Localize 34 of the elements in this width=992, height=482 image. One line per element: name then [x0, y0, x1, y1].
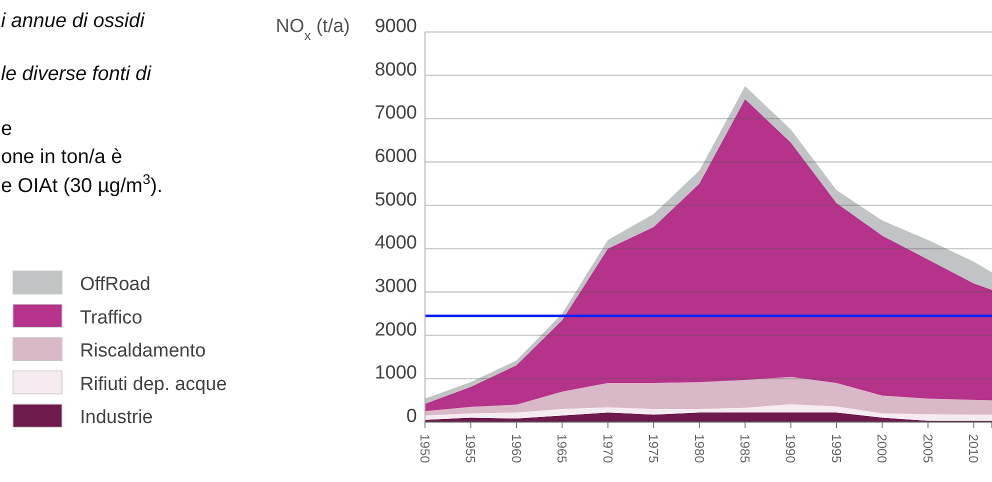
x-tick-label: 2000	[874, 434, 890, 463]
y-tick-label: 5000	[374, 189, 417, 210]
text: one in ton/a è	[1, 146, 122, 168]
y-tick-label: 2000	[374, 319, 417, 340]
legend-label: Traffico	[80, 307, 142, 328]
x-tick-label: 1960	[508, 434, 524, 463]
legend-label: Riscaldamento	[80, 340, 206, 362]
x-tick-label: 1950	[417, 434, 432, 463]
text: e	[1, 118, 12, 140]
text: NO$_{x}$ (t/a)	[276, 16, 350, 42]
text: e OIAt (30 µg/m$^{3}$).	[1, 171, 163, 197]
x-tick-label: 1995	[828, 434, 844, 463]
x-tick-label: 2010	[966, 434, 982, 463]
y-tick-label: 1000	[374, 362, 417, 384]
x-tick-label: 1980	[692, 434, 707, 463]
legend-label: Rifiuti dep. acque	[80, 374, 227, 395]
y-tick-label: 9000	[374, 16, 417, 37]
x-tick-label: 1965	[554, 434, 570, 463]
x-tick-label: 2005	[920, 434, 936, 463]
x-tick-label: 1985	[738, 434, 753, 463]
legend-label: OffRoad	[80, 274, 150, 295]
y-tick-label: 0	[406, 406, 417, 427]
text: le diverse fonti di	[1, 63, 152, 85]
x-tick-label: 1970	[600, 434, 616, 463]
y-tick-label: 4000	[374, 232, 417, 254]
text: i annue di ossidi	[1, 10, 145, 32]
x-tick-label: 1955	[463, 434, 478, 463]
x-tick-label: 1975	[646, 434, 662, 463]
legend-label: Industrie	[80, 407, 153, 428]
y-tick-label: 3000	[374, 276, 417, 297]
y-tick-label: 6000	[374, 146, 417, 167]
y-tick-label: 7000	[374, 102, 417, 124]
y-tick-label: 8000	[374, 59, 417, 80]
x-tick-label: 1990	[783, 434, 798, 463]
